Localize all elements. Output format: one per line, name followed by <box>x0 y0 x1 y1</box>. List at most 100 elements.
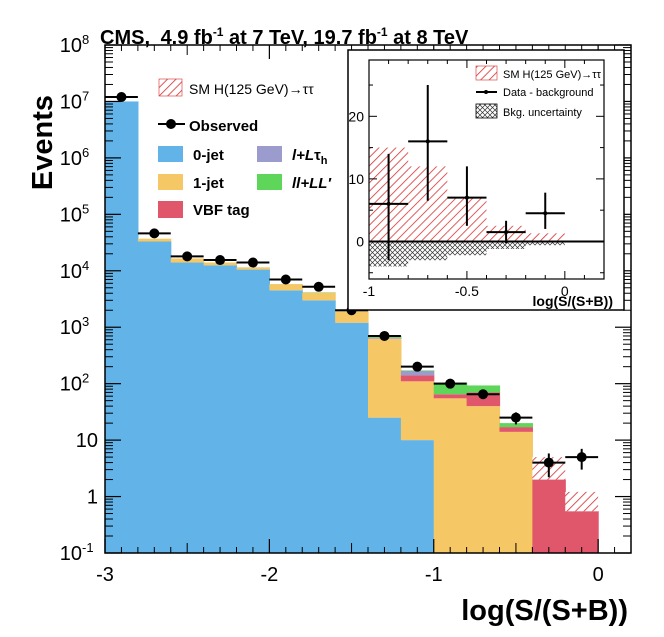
observed-point-3 <box>215 255 226 266</box>
observed-point-12 <box>510 412 521 423</box>
inset-panel: -1 -0.5 0 0 10 20 log(S/(S+B)) SM H(125 GeV)→… <box>347 49 625 311</box>
inset-x-axis-title: log(S/(S+B)) <box>533 293 614 309</box>
bar-onejet-bin-4 <box>236 267 270 270</box>
y-tick-exponent: 4 <box>82 258 89 273</box>
bar-zerojet-bin-3 <box>203 265 238 553</box>
legend-onejet-label: 1-jet <box>193 175 224 192</box>
legend-lltau-tau: τ <box>314 147 321 164</box>
bar-vbf-bin-9 <box>400 375 435 382</box>
bar-zerojet-bin-7 <box>335 322 369 553</box>
bar-onejet-bin-7 <box>335 311 369 323</box>
bar-vbf-bin-14 <box>565 511 599 553</box>
observed-point-13 <box>543 457 554 468</box>
inset-unc-bin-2 <box>447 241 487 256</box>
bar-llll-bin-12 <box>499 423 533 428</box>
bar-vbf-bin-12 <box>499 427 533 432</box>
bar-onejet-bin-6 <box>302 292 336 301</box>
header-energy2: at 8 TeV <box>388 27 469 49</box>
inset-data-point-3 <box>504 230 509 235</box>
inset-data-point-0 <box>386 201 391 206</box>
y-tick-exponent: 6 <box>82 145 89 160</box>
inset-axes: -1 -0.5 0 0 10 20 <box>348 59 605 299</box>
inset-x-tick-label: 0 <box>561 283 569 299</box>
inset-data-point-1 <box>425 139 430 144</box>
inset-unc-bin-3 <box>486 241 526 249</box>
observed-point-14 <box>576 452 587 463</box>
bar-onejet-bin-10 <box>433 398 468 553</box>
bar-zerojet-bin-6 <box>302 300 336 553</box>
y-tick-label: 10 <box>60 374 82 396</box>
bar-vbf-bin-13 <box>532 479 566 553</box>
legend-lltau-l: l+L <box>292 147 314 164</box>
inset-y-tick-label: 20 <box>348 108 364 124</box>
legend-observed-marker <box>166 119 176 129</box>
observed-point-9 <box>412 361 423 372</box>
bar-onejet-bin-1 <box>137 238 172 242</box>
y-tick-label: 10 <box>60 204 82 226</box>
x-tick-label: -1 <box>425 564 443 586</box>
stacked-histogram <box>105 101 599 553</box>
observed-point-11 <box>478 389 489 400</box>
y-tick-label: 10 <box>76 430 98 452</box>
legend-observed-label: Observed <box>189 118 258 135</box>
y-tick-label: 10 <box>60 91 82 113</box>
inset-legend-unc-swatch <box>475 103 498 119</box>
y-tick-label: 10 <box>60 543 82 565</box>
bar-onejet-bin-9 <box>400 381 435 441</box>
bar-onejet-bin-8 <box>368 338 402 418</box>
bar-lltau-bin-9 <box>400 370 435 376</box>
inset-data-point-2 <box>464 195 469 200</box>
bar-llll-bin-11 <box>466 385 501 393</box>
inset-data-minus-background <box>369 85 565 261</box>
bar-onejet-bin-11 <box>466 406 501 553</box>
bar-zerojet-bin-8 <box>368 417 402 553</box>
bar-zerojet-bin-2 <box>170 262 205 553</box>
observed-point-5 <box>280 274 291 285</box>
x-tick-label: -3 <box>96 564 114 586</box>
legend-llll-label: ll+LL′ <box>292 175 332 192</box>
bar-vbf-bin-10 <box>433 394 468 399</box>
inset-legend-data-marker <box>484 90 488 94</box>
y-tick-label: 10 <box>60 261 82 283</box>
signal-bin-14 <box>565 491 599 512</box>
inset-legend-unc-label: Bkg. uncertainty <box>503 107 582 119</box>
y-tick-label: 10 <box>60 317 82 339</box>
inset-unc-bin-4 <box>525 241 565 246</box>
legend-lltau-swatch <box>257 146 282 162</box>
header-experiment: CMS, <box>100 27 150 49</box>
y-tick-exponent: 7 <box>82 88 89 103</box>
bar-onejet-bin-12 <box>499 431 533 553</box>
y-tick-label: 10 <box>60 35 82 57</box>
observed-point-2 <box>182 251 193 262</box>
header-energy1: at 7 TeV, <box>223 27 313 49</box>
observed-point-4 <box>247 257 258 268</box>
legend-zerojet-label: 0-jet <box>193 147 224 164</box>
y-tick-label: 10 <box>60 148 82 170</box>
legend-llll-swatch <box>257 174 282 190</box>
bar-zerojet-bin-9 <box>400 440 435 553</box>
main-legend: SM H(125 GeV)→ττ Observed 0-jet 1-jet VB… <box>158 78 332 219</box>
legend-onejet-swatch <box>158 174 183 190</box>
observed-point-6 <box>313 281 324 292</box>
y-tick-exponent: 8 <box>82 32 89 47</box>
observed-point-0 <box>116 91 127 102</box>
y-tick-exponent: -1 <box>82 540 94 555</box>
inset-data-point-4 <box>543 211 548 216</box>
inset-x-tick-label: -0.5 <box>455 283 479 299</box>
header-lumi1-sup: -1 <box>213 25 224 39</box>
y-tick-exponent: 5 <box>82 201 89 216</box>
legend-vbf-label: VBF tag <box>193 202 250 219</box>
header-lumi2-sup: -1 <box>377 25 388 39</box>
header-lumi1: 4.9 fb <box>161 27 213 49</box>
observed-point-10 <box>445 378 456 389</box>
observed-point-8 <box>379 330 390 341</box>
y-tick-exponent: 2 <box>82 371 89 386</box>
legend-vbf-swatch <box>158 201 183 218</box>
bar-vbf-bin-11 <box>466 392 501 407</box>
inset-legend-signal-label: SM H(125 GeV)→ττ <box>503 69 602 81</box>
y-tick-exponent: 3 <box>82 314 89 329</box>
legend-zerojet-swatch <box>158 146 183 162</box>
inset-bkg-uncertainty <box>369 241 565 267</box>
legend-lltau-label: l+Lτh <box>292 147 328 167</box>
